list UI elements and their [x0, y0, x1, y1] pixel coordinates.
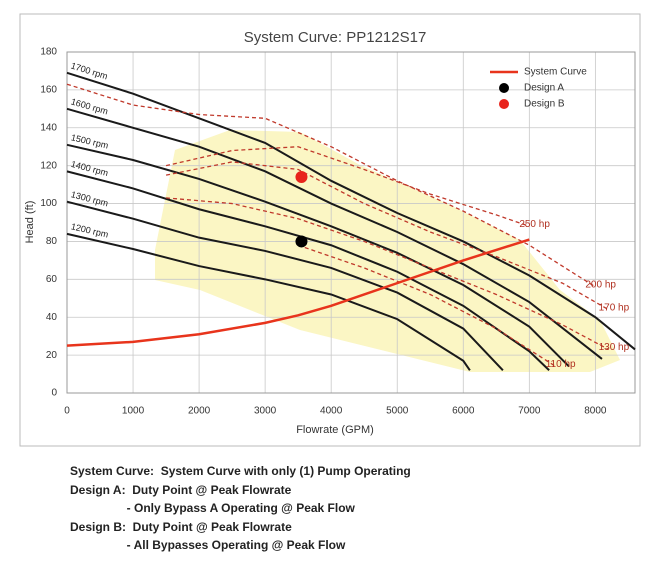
plot-border [66, 51, 636, 394]
pump-curve [66, 143, 570, 368]
x-axis-label: Flowrate (GPM) [296, 424, 374, 436]
system-curve [66, 238, 530, 347]
y-tick-label: 20 [46, 350, 58, 361]
curve-label: 110 hp [546, 359, 576, 370]
x-tick-label: 8000 [584, 406, 607, 417]
y-tick-label: 80 [46, 236, 58, 247]
x-tick-label: 2000 [188, 406, 211, 417]
pump-curve [66, 107, 603, 360]
pump-curve [66, 200, 504, 371]
design-point [295, 171, 308, 184]
legend-marker [499, 83, 509, 93]
y-axis-label: Head (ft) [24, 201, 36, 244]
x-tick-label: 6000 [452, 406, 475, 417]
note-line: Design A: Duty Point @ Peak Flowrate [70, 482, 292, 497]
curve-label: 170 hp [599, 302, 630, 313]
legend-label: Design A [524, 83, 564, 94]
legend-label: Design B [524, 99, 565, 110]
y-tick-label: 140 [40, 122, 57, 133]
x-tick-label: 4000 [320, 406, 343, 417]
y-tick-label: 60 [46, 274, 58, 285]
x-tick-label: 5000 [386, 406, 409, 417]
y-tick-label: 180 [40, 47, 57, 58]
x-tick-label: 1000 [122, 406, 145, 417]
y-tick-label: 100 [40, 198, 57, 209]
chart-title: System Curve: PP1212S17 [244, 29, 427, 46]
curve-label: 200 hp [585, 280, 616, 291]
pump-curve [66, 170, 550, 371]
legend-label: System Curve [524, 67, 587, 78]
power-curve [66, 83, 596, 288]
design-point [295, 235, 308, 248]
note-line: Design B: Duty Point @ Peak Flowrate [70, 519, 292, 534]
curve-label: 130 hp [599, 342, 630, 353]
y-tick-label: 0 [51, 388, 57, 399]
grid [66, 51, 635, 394]
power-curve [166, 197, 609, 351]
x-tick-label: 7000 [518, 406, 541, 417]
y-tick-label: 120 [40, 160, 57, 171]
legend-marker [499, 99, 509, 109]
pump-curve [66, 71, 636, 351]
pump-curve [66, 232, 471, 371]
note-line: System Curve: System Curve with only (1)… [70, 464, 411, 478]
notes: System Curve: System Curve with only (1)… [70, 462, 411, 555]
power-curve [165, 146, 530, 227]
y-tick-label: 160 [40, 85, 57, 96]
power-curve [297, 244, 557, 368]
note-line: - All Bypasses Operating @ Peak Flow [70, 538, 346, 552]
chart: System Curve: PP1212S17 Flowrate (GPM) H… [19, 13, 641, 447]
x-tick-label: 0 [64, 406, 70, 417]
x-tick-label: 3000 [254, 406, 277, 417]
curve-label: 250 hp [519, 219, 550, 230]
note-line: - Only Bypass A Operating @ Peak Flow [70, 501, 355, 515]
y-tick-label: 40 [46, 312, 58, 323]
power-curve [165, 161, 609, 311]
